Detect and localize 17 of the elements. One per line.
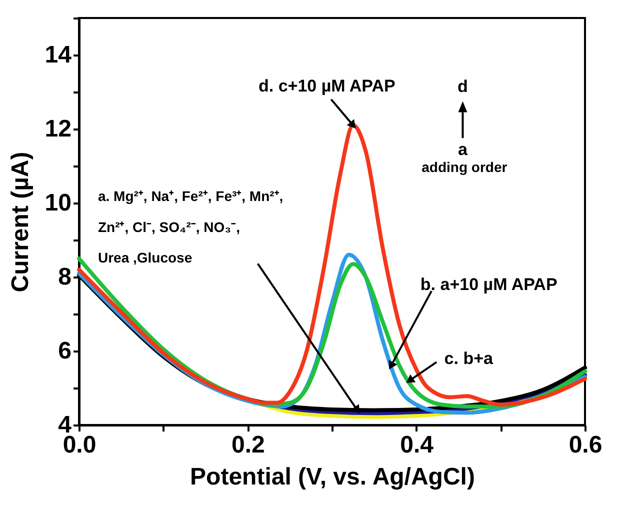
- annotation: adding order: [422, 158, 508, 175]
- y-axis-title: Current (µA): [6, 152, 34, 292]
- y-tick-label: 12: [44, 116, 72, 142]
- x-tick-label: 0.6: [568, 432, 602, 458]
- annotation: b. a+10 µM APAP: [420, 275, 558, 294]
- x-tick-label: 0.4: [400, 432, 434, 458]
- y-tick-label: 10: [44, 190, 72, 216]
- x-axis-title: Potential (V, vs. Ag/AgCl): [190, 464, 475, 490]
- annotation: a. Mg²⁺, Na⁺, Fe²⁺, Fe³⁺, Mn²⁺, Zn²⁺, Cl⁻, SO₄²⁻, NO₃⁻, Urea ,Glucose: [98, 188, 284, 266]
- annotation: d. c+10 µM APAP: [258, 76, 396, 96]
- annotation: c. b+a: [444, 349, 494, 368]
- x-tick-label: 0.2: [231, 432, 265, 458]
- y-tick-label: 8: [58, 264, 72, 290]
- annotation: d: [458, 77, 468, 96]
- y-tick-label: 6: [58, 338, 72, 364]
- y-tick-label: 14: [44, 42, 72, 68]
- annotation: a: [458, 140, 468, 160]
